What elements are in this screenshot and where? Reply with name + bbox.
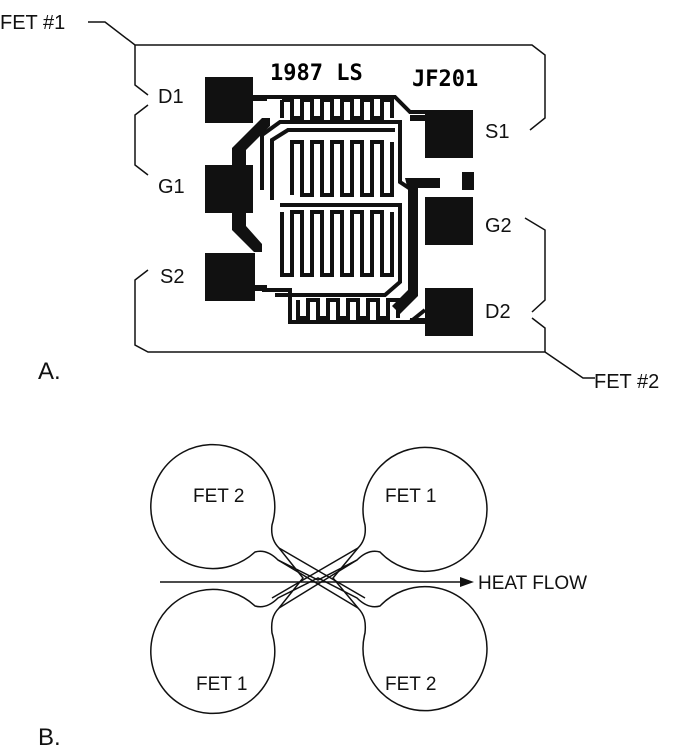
trace-inner-1 [270, 128, 395, 200]
chip-marking-part: JF201 [412, 67, 478, 92]
fet-top-left-label: FET 2 [193, 486, 244, 507]
gate-bus-left [232, 118, 270, 252]
pad-s1 [425, 110, 473, 158]
fet1-bracket-left [134, 45, 149, 96]
comb-mid-upper [290, 140, 394, 197]
fet2-label: FET #2 [594, 371, 659, 393]
comb-mid-lower [280, 210, 394, 277]
fet-bottom-left-label: FET 1 [196, 674, 247, 695]
cross-quad-outline [150, 443, 488, 715]
fet2-bracket-right [524, 217, 546, 313]
fet1-label: FET #1 [0, 12, 65, 34]
pin-d2-label: D2 [485, 301, 511, 323]
fet2-bracket-right-2 [531, 317, 546, 352]
chip-marking-date: 1987 LS [270, 61, 363, 86]
panel-a: FET #1 FET #2 D1 G1 S2 S1 G2 D2 A. 1987 … [0, 12, 659, 393]
stub-s1 [410, 115, 426, 121]
die-artwork [205, 77, 474, 336]
fet-bottom-right-label: FET 2 [385, 674, 436, 695]
pin-s2-label: S2 [160, 266, 184, 288]
fet2-bracket [134, 269, 595, 379]
trace-inner-2 [275, 203, 402, 297]
pin-s1-label: S1 [485, 121, 509, 143]
heat-flow-label: HEAT FLOW [478, 573, 587, 594]
pin-d1-label: D1 [158, 86, 184, 108]
strip-b-edge-2 [271, 547, 359, 599]
strip-b-edge-1 [278, 559, 358, 609]
pad-d1 [205, 77, 253, 123]
strip-a-edge-2 [278, 547, 366, 599]
trace-g1-g2 [260, 120, 417, 290]
pad-d2 [425, 288, 473, 336]
pad-g2 [425, 197, 473, 245]
pin-g2-label: G2 [485, 215, 512, 237]
corner-tab [462, 172, 474, 190]
fet1-bracket-left-lower [134, 104, 149, 176]
stub-d1 [253, 95, 267, 101]
panel-b: HEAT FLOW FET 2 FET 1 FET 1 FET 2 B. [38, 443, 587, 751]
fet1-bracket [88, 21, 546, 131]
stub-d2 [410, 318, 426, 324]
panel-b-label: B. [38, 724, 61, 751]
fet-top-right-label: FET 1 [385, 486, 436, 507]
pin-g1-label: G1 [158, 176, 185, 198]
stub-s2 [253, 285, 267, 291]
comb-bottom [296, 298, 400, 320]
comb-top [280, 98, 394, 120]
panel-a-label: A. [38, 358, 61, 385]
heat-flow-arrowhead [460, 577, 474, 587]
trace-d1-s1 [265, 95, 425, 114]
pad-s2 [205, 253, 255, 301]
